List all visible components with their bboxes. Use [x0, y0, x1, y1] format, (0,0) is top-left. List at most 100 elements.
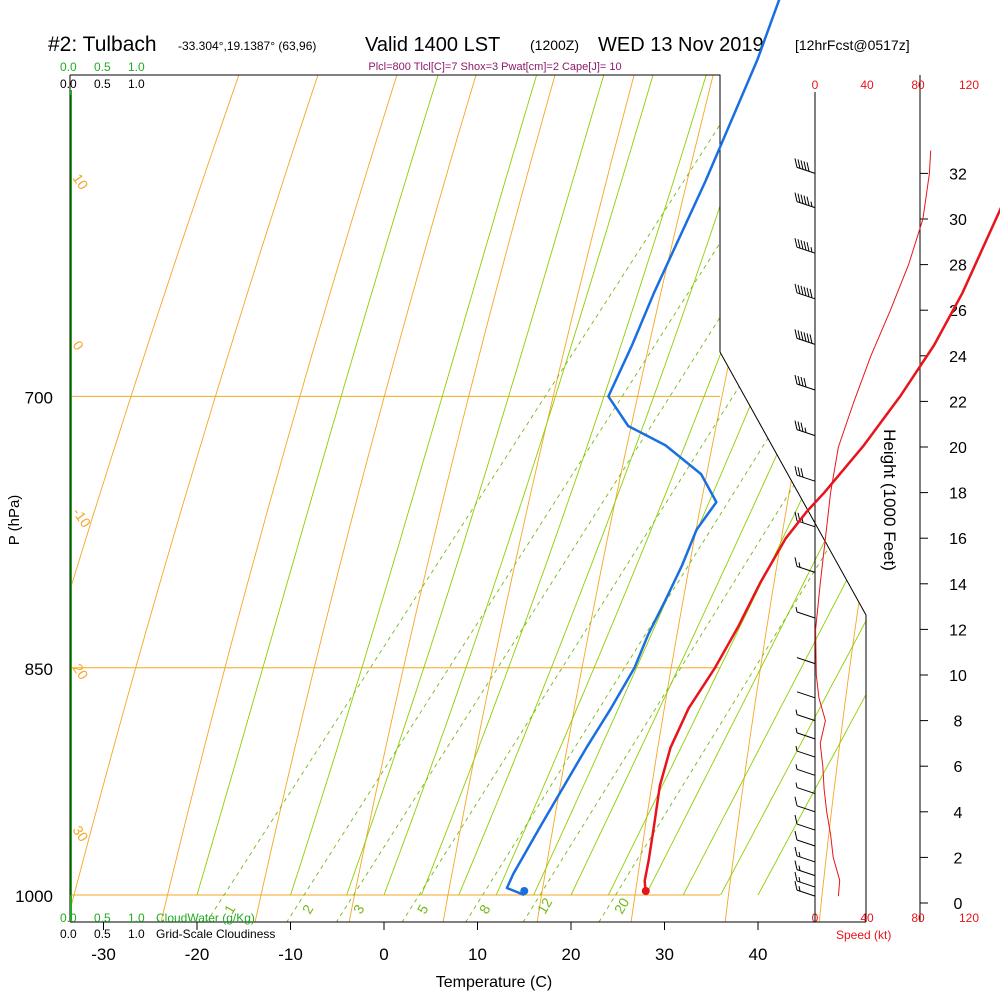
height-tick-label: 28 [949, 258, 967, 275]
wind-barb [794, 796, 816, 813]
wind-barb-flag [803, 377, 807, 388]
wind-barb [795, 782, 816, 795]
wind-barb-flag [794, 871, 798, 882]
wind-barb-flag [797, 375, 801, 386]
cloudwater-scale-bottom: 1.0 [128, 911, 145, 925]
height-tick-label: 14 [949, 577, 967, 594]
sounding-profiles [505, 0, 1000, 897]
moist-adiabat-label: 10 [739, 358, 770, 389]
moist-adiabat-line [290, 75, 866, 896]
speed-tick-top: 120 [959, 78, 979, 92]
wind-barb-half [795, 709, 798, 715]
wind-barb-staff [796, 657, 816, 665]
x-tick-label: 0 [379, 945, 388, 964]
wind-barb-half [798, 851, 801, 858]
dry-adiabat-line [624, 75, 866, 922]
mixing-ratio-label: 5 [414, 902, 432, 917]
dry-adiabat-label: -10 [70, 505, 95, 531]
moist-adiabat-line [458, 75, 866, 896]
wind-barb [794, 329, 816, 345]
wind-barb-half [810, 201, 813, 207]
moist-adiabat-line [346, 75, 866, 896]
dry-adiabat-line [435, 75, 866, 922]
wind-barb-half [795, 606, 798, 613]
station-coords: -33.304°,19.1387° (63,96) [178, 39, 316, 53]
cloudiness-scale-bottom: 0.5 [94, 927, 111, 941]
x-tick-label: 20 [562, 945, 581, 964]
wind-barb [795, 709, 816, 722]
wind-barb [794, 420, 816, 437]
wind-barb-flag [794, 881, 798, 891]
wind-barb-flag [800, 468, 804, 478]
temperature-line [643, 207, 1000, 896]
valid-time: Valid 1400 LST [365, 34, 500, 56]
mixing-ratio-label: 12 [534, 895, 556, 917]
wind-barb-half [795, 727, 798, 733]
wind-barb-staff [796, 787, 816, 795]
dry-adiabat-label: 0 [70, 338, 88, 354]
wind-barb-staff [796, 732, 816, 740]
speed-tick-bottom: 120 [959, 911, 979, 925]
moist-adiabat-label: 0 [716, 230, 739, 254]
moist-adiabat-line [570, 75, 866, 896]
mixing-ratio-line [375, 75, 866, 922]
wind-barb [794, 158, 816, 174]
wind-barb-flag [806, 196, 810, 206]
moist-adiabat-line [757, 75, 866, 896]
wind-barb-flag [797, 330, 801, 340]
wind-barb-flag [803, 241, 807, 251]
moist-adiabat-line [645, 75, 866, 896]
height-tick-label: 8 [954, 714, 963, 731]
wind-barb-flag [800, 240, 804, 250]
wind-barb-flag [806, 287, 810, 297]
wind-barb-half [810, 247, 813, 253]
wind-barb-half [798, 562, 801, 568]
speed-tick-bottom: 40 [860, 911, 874, 925]
wind-barb-flag [797, 421, 801, 431]
dry-adiabat-line [245, 75, 866, 922]
wind-barb-flag [794, 238, 798, 248]
wind-barb-flag [806, 242, 810, 252]
dry-adiabat-line [70, 75, 697, 922]
wind-barb [794, 830, 816, 847]
wind-barb-staff [796, 823, 816, 831]
cloudiness-scale-top: 1.0 [128, 77, 145, 91]
wind-barb-flag [794, 374, 798, 385]
wind-barb [794, 192, 816, 209]
wind-barb [794, 871, 816, 888]
y-axis-title: P (hPa) [6, 495, 23, 546]
wind-barb-flag [797, 193, 801, 203]
wind-barb [796, 691, 816, 699]
height-tick-label: 4 [954, 805, 963, 822]
dry-adiabat-label: 10 [70, 171, 92, 193]
moist-adiabat-line [196, 75, 845, 896]
height-tick-label: 16 [949, 531, 967, 548]
wind-barb-flag [794, 557, 798, 567]
cloudiness-scale-top: 0.5 [94, 77, 111, 91]
wind-barb-half [798, 865, 801, 871]
wind-barb-flag [800, 331, 804, 341]
cloudwater-scale-bottom: 0.5 [94, 911, 111, 925]
wind-barb [794, 814, 816, 831]
pressure-tick-label: 850 [25, 660, 53, 679]
surface-temperature-marker [641, 887, 650, 895]
mixing-ratio-line [179, 75, 866, 922]
wind-barb-flag [800, 160, 804, 170]
speed-tick-top: 40 [860, 78, 874, 92]
speed-tick-top: 0 [812, 78, 819, 92]
cloudwater-label: CloudWater (g/Kg) [156, 911, 255, 925]
wind-barb-half [798, 876, 801, 883]
wind-barb-flag [794, 192, 798, 202]
wind-barb-flag [794, 158, 798, 168]
wind-barb-flag [794, 846, 798, 857]
moist-adiabat-line [607, 75, 866, 896]
plot-frame [69, 74, 867, 923]
wind-barb-flag [809, 334, 813, 344]
wind-barb-staff [796, 691, 816, 699]
cloudwater-scale-top: 0.0 [60, 60, 77, 74]
speed-tick-top: 80 [911, 78, 925, 92]
wind-barb-flag [797, 159, 801, 169]
moist-adiabats: 0 10 20 30 [196, 75, 866, 896]
height-tick-label: 2 [954, 850, 963, 867]
